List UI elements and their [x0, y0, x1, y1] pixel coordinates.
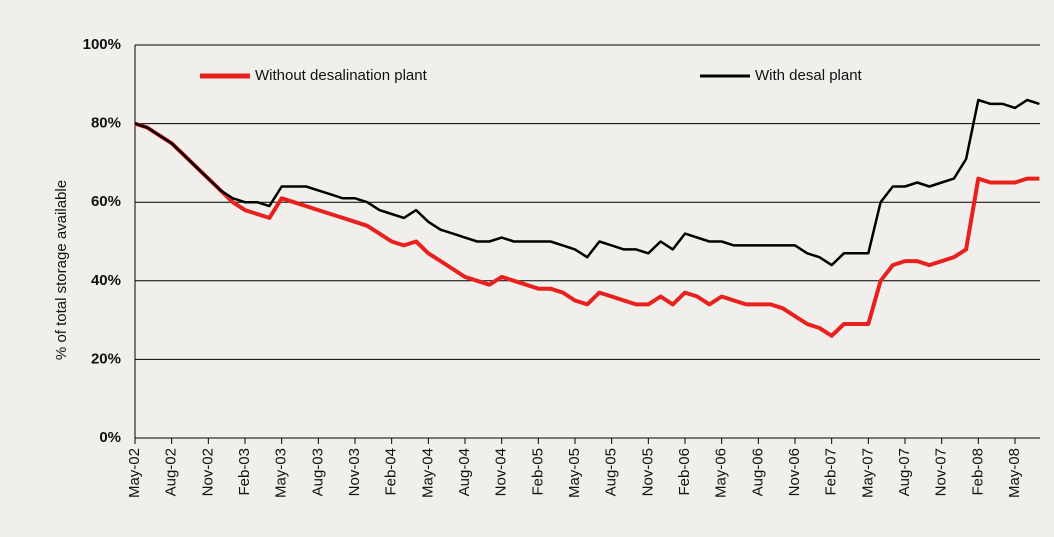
x-tick-label: Nov-02	[199, 448, 216, 496]
x-tick-label: Feb-06	[676, 448, 693, 496]
x-tick-label: May-03	[273, 448, 290, 498]
x-tick-label: May-07	[859, 448, 876, 498]
x-tick-label: Aug-07	[896, 448, 913, 496]
series-line	[134, 121, 1040, 338]
x-tick-label: Nov-03	[346, 448, 363, 496]
legend-label: With desal plant	[755, 67, 863, 84]
legend-label: Without desalination plant	[255, 67, 428, 84]
y-axis-label: % of total storage available	[53, 180, 70, 360]
x-tick-label: Aug-04	[456, 448, 473, 496]
x-tick-label: Feb-08	[969, 448, 986, 496]
y-tick-label: 20%	[91, 350, 121, 367]
series-line	[134, 98, 1040, 267]
x-tick-label: Nov-05	[639, 448, 656, 496]
x-tick-label: May-08	[1006, 448, 1023, 498]
x-tick-label: Feb-07	[823, 448, 840, 496]
x-tick-label: Aug-06	[749, 448, 766, 496]
x-tick-label: Feb-03	[236, 448, 253, 496]
x-tick-label: May-06	[713, 448, 730, 498]
x-tick-label: May-05	[566, 448, 583, 498]
y-tick-label: 40%	[91, 272, 121, 289]
x-tick-label: Nov-06	[786, 448, 803, 496]
x-tick-label: Feb-05	[529, 448, 546, 496]
y-tick-label: 100%	[83, 36, 121, 53]
x-tick-label: May-04	[419, 448, 436, 498]
y-tick-label: 80%	[91, 115, 121, 132]
x-tick-label: May-02	[126, 448, 143, 498]
x-tick-label: Aug-02	[163, 448, 180, 496]
y-tick-label: 0%	[99, 429, 121, 446]
x-tick-label: Aug-03	[309, 448, 326, 496]
x-tick-label: Aug-05	[603, 448, 620, 496]
x-tick-label: Feb-04	[383, 448, 400, 496]
x-tick-label: Nov-07	[933, 448, 950, 496]
x-tick-label: Nov-04	[493, 448, 510, 496]
y-tick-label: 60%	[91, 193, 121, 210]
